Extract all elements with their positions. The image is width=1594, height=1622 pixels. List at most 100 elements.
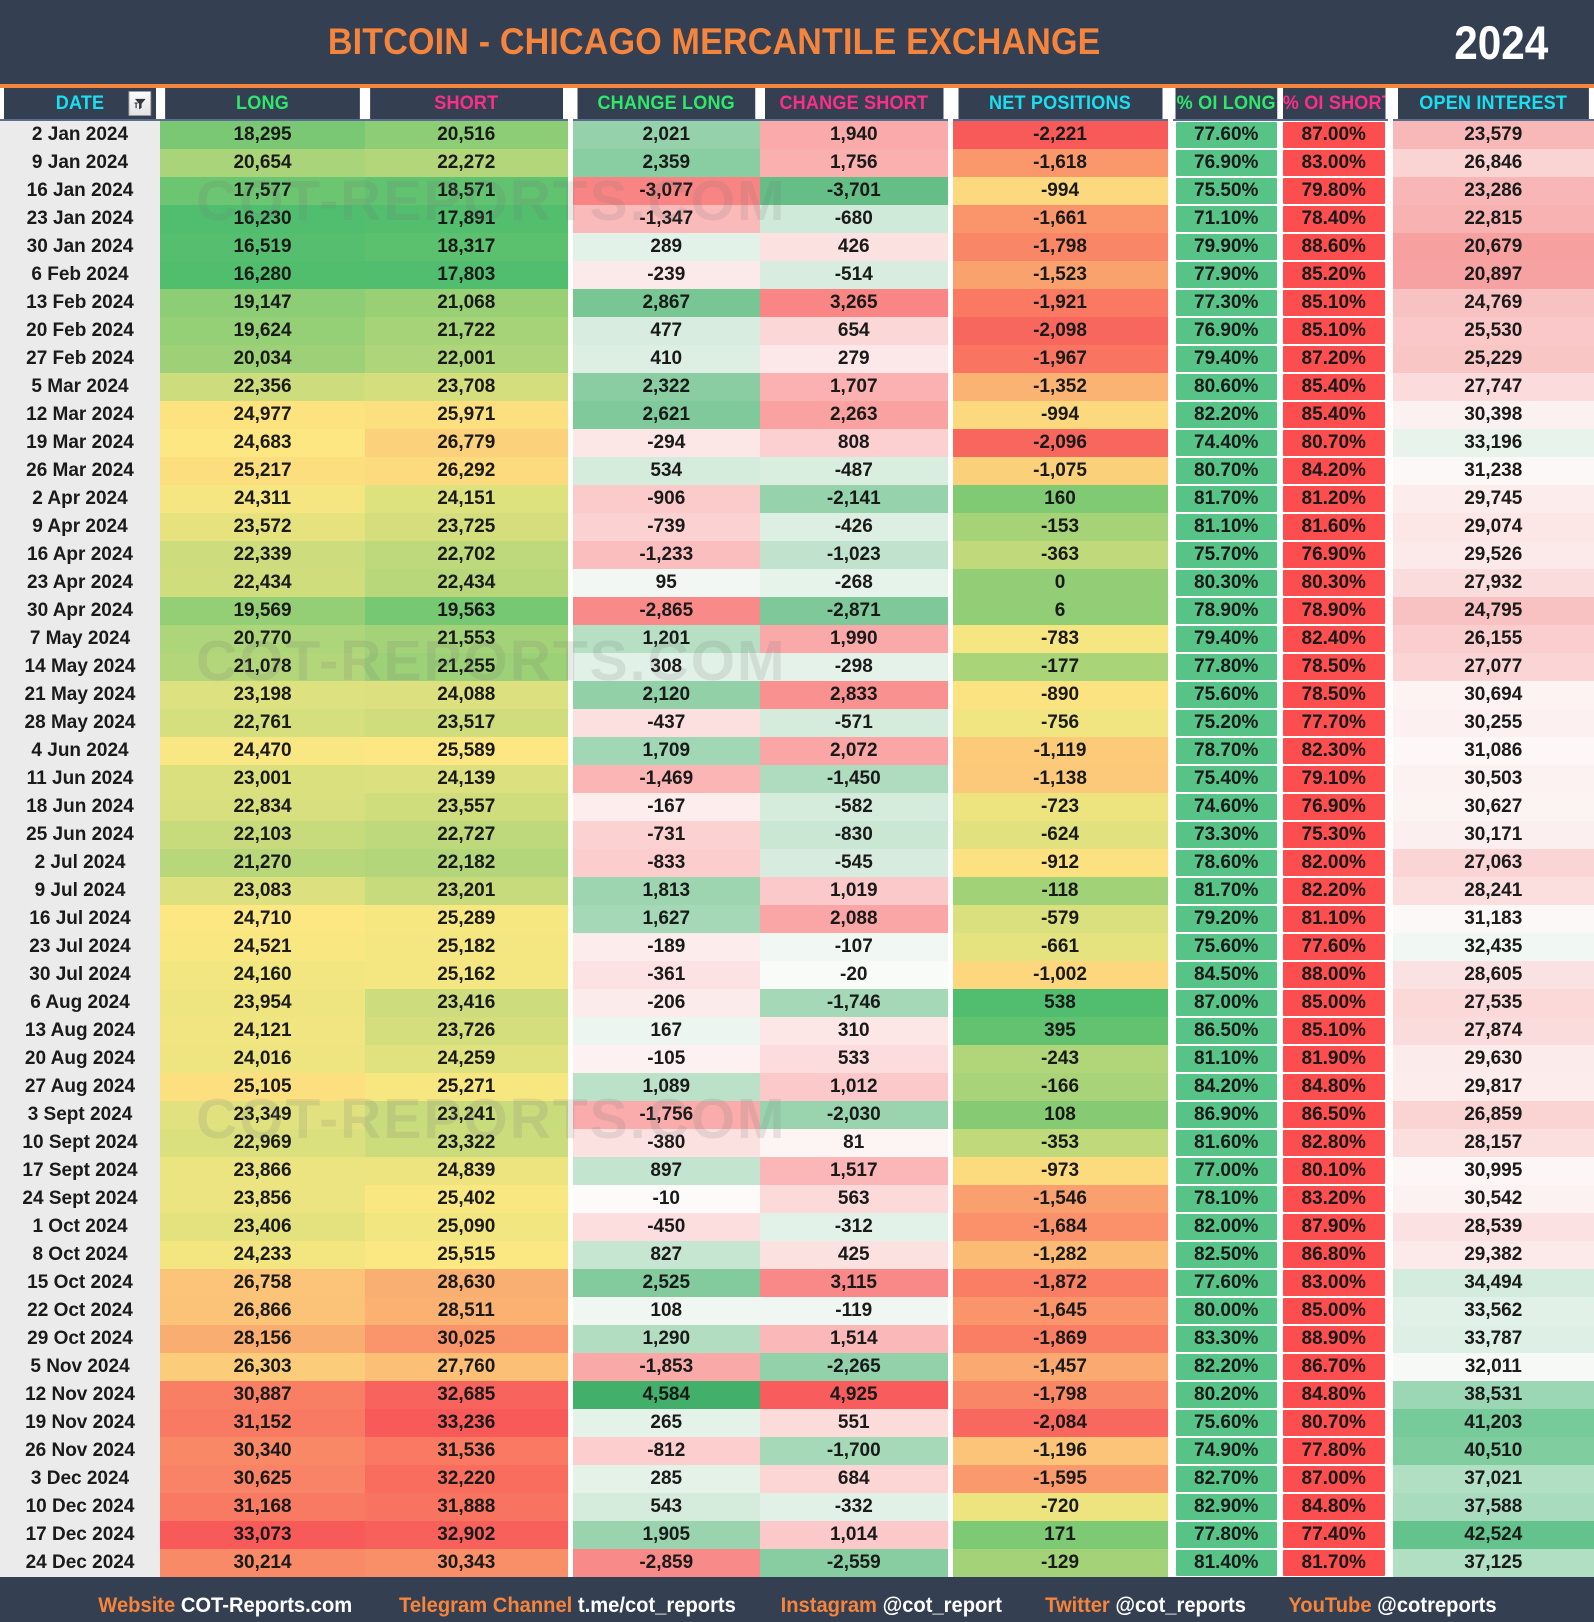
cell-oi-long: 77.00% [1167, 1157, 1280, 1185]
cell-date: 19 Mar 2024 [0, 429, 160, 457]
cell-open-interest: 30,627 [1387, 793, 1594, 821]
footer-link-telegram-channel[interactable]: Telegram Channel t.me/cot_reports [399, 1594, 736, 1618]
cell-change-short: 2,088 [760, 905, 950, 933]
footer-link-value: t.me/cot_reports [577, 1594, 736, 1617]
cell-long: 33,073 [160, 1521, 365, 1549]
cell-change-short: 425 [760, 1241, 950, 1269]
cell-date: 7 May 2024 [0, 625, 160, 653]
cell-oi-long: 81.70% [1167, 877, 1280, 905]
cell-change-short: 808 [760, 429, 950, 457]
footer-link-website[interactable]: Website COT-Reports.com [98, 1594, 352, 1618]
footer-link-twitter[interactable]: Twitter @cot_reports [1045, 1594, 1246, 1618]
cell-change-long: 4,584 [567, 1381, 760, 1409]
cell-oi-short: 85.20% [1280, 261, 1390, 289]
cell-date: 12 Mar 2024 [0, 401, 160, 429]
cell-date: 23 Jul 2024 [0, 933, 160, 961]
table-row: 28 May 2024 22,761 23,517 -437 -571 -756 75.20… [0, 709, 1594, 737]
column-header-short[interactable]: SHORT [370, 88, 565, 121]
cell-oi-short: 76.90% [1280, 541, 1390, 569]
cell-change-long: -2,859 [567, 1549, 760, 1577]
cell-long: 25,217 [160, 457, 365, 485]
cell-value: 78.90% [1283, 598, 1385, 624]
cell-short: 31,536 [365, 1437, 570, 1465]
table-row: 13 Feb 2024 19,147 21,068 2,867 3,265 -1,921 7… [0, 289, 1594, 317]
cell-oi-long: 79.40% [1167, 625, 1280, 653]
cell-value: 82.90% [1175, 1494, 1277, 1520]
cell-net: -890 [947, 681, 1170, 709]
cell-oi-short: 87.20% [1280, 345, 1390, 373]
cell-oi-short: 80.30% [1280, 569, 1390, 597]
cell-open-interest: 28,605 [1387, 961, 1594, 989]
cell-open-interest: 31,183 [1387, 905, 1594, 933]
column-header-net[interactable]: NET POSITIONS [953, 88, 1165, 121]
cell-oi-short: 77.60% [1280, 933, 1390, 961]
cell-change-long: 1,089 [567, 1073, 760, 1101]
cell-value: 81.60% [1283, 514, 1385, 540]
filter-funnel-icon[interactable] [128, 91, 152, 116]
cell-date: 6 Feb 2024 [0, 261, 160, 289]
cell-net: -912 [947, 849, 1170, 877]
cell-value: 77.60% [1175, 122, 1277, 148]
cell-change-short: 1,517 [760, 1157, 950, 1185]
cell-change-long: 1,627 [567, 905, 760, 933]
table-row: 20 Feb 2024 19,624 21,722 477 654 -2,098 76.90… [0, 317, 1594, 345]
cell-open-interest: 33,787 [1387, 1325, 1594, 1353]
cell-open-interest: 29,382 [1387, 1241, 1594, 1269]
cell-change-short: -830 [760, 821, 950, 849]
cell-open-interest: 27,077 [1387, 653, 1594, 681]
cell-short: 26,779 [365, 429, 570, 457]
cell-date: 4 Jun 2024 [0, 737, 160, 765]
cell-value: 74.60% [1175, 794, 1277, 820]
cell-value: 79.40% [1175, 626, 1277, 652]
column-header-oi-short[interactable]: % OI SHORT [1282, 88, 1388, 121]
footer-link-label: YouTube [1288, 1594, 1378, 1617]
column-header-date[interactable]: DATE [4, 88, 156, 121]
cell-date: 9 Jan 2024 [0, 149, 160, 177]
table-row: 6 Aug 2024 23,954 23,416 -206 -1,746 538 87.00… [0, 989, 1594, 1017]
cell-change-long: 534 [567, 457, 760, 485]
table-row: 2 Jan 2024 18,295 20,516 2,021 1,940 -2,221 77… [0, 120, 1594, 149]
cell-value: 77.60% [1175, 1270, 1277, 1296]
column-header-label: NET POSITIONS [989, 92, 1131, 114]
cell-change-short: -680 [760, 205, 950, 233]
cell-open-interest: 30,503 [1387, 765, 1594, 793]
cell-short: 31,888 [365, 1493, 570, 1521]
accent-divider [0, 84, 1594, 88]
cell-net: -166 [947, 1073, 1170, 1101]
table-row: 9 Jan 2024 20,654 22,272 2,359 1,756 -1,618 76… [0, 149, 1594, 177]
cell-change-long: 2,525 [567, 1269, 760, 1297]
cell-oi-long: 75.40% [1167, 765, 1280, 793]
cell-net: -1,138 [947, 765, 1170, 793]
column-header-change-short[interactable]: CHANGE SHORT [764, 88, 946, 121]
cell-short: 21,553 [365, 625, 570, 653]
cell-value: 86.70% [1283, 1354, 1385, 1380]
cell-value: 77.80% [1175, 1522, 1277, 1548]
cell-oi-short: 81.20% [1280, 485, 1390, 513]
cell-value: 82.30% [1283, 738, 1385, 764]
footer-link-youtube[interactable]: YouTube @cotreports [1288, 1594, 1496, 1618]
table-row: 16 Apr 2024 22,339 22,702 -1,233 -1,023 -363 7… [0, 541, 1594, 569]
column-header-label: SHORT [434, 92, 499, 114]
cell-value: 88.00% [1283, 962, 1385, 988]
cell-value: 78.90% [1175, 598, 1277, 624]
cell-long: 16,230 [160, 205, 365, 233]
cell-open-interest: 27,874 [1387, 1017, 1594, 1045]
cell-short: 22,434 [365, 569, 570, 597]
cell-value: 82.00% [1175, 1214, 1277, 1240]
column-header-long[interactable]: LONG [165, 88, 360, 121]
column-header-open-interest[interactable]: OPEN INTEREST [1392, 88, 1589, 121]
footer-link-instagram[interactable]: Instagram @cot_report [781, 1594, 1002, 1618]
cell-value: 77.90% [1175, 262, 1277, 288]
cell-value: 81.70% [1175, 486, 1277, 512]
cell-long: 24,016 [160, 1045, 365, 1073]
cell-oi-short: 77.70% [1280, 709, 1390, 737]
cell-short: 28,630 [365, 1269, 570, 1297]
cell-value: 73.30% [1175, 822, 1277, 848]
cell-oi-long: 83.30% [1167, 1325, 1280, 1353]
column-header-oi-long[interactable]: % OI LONG [1170, 88, 1278, 121]
cell-net: -783 [947, 625, 1170, 653]
table-row: 24 Dec 2024 30,214 30,343 -2,859 -2,559 -129 8… [0, 1549, 1594, 1577]
column-header-change-long[interactable]: CHANGE LONG [572, 88, 756, 121]
table-row: 30 Apr 2024 19,569 19,563 -2,865 -2,871 6 78.9… [0, 597, 1594, 625]
table-row: 19 Nov 2024 31,152 33,236 265 551 -2,084 75.60… [0, 1409, 1594, 1437]
